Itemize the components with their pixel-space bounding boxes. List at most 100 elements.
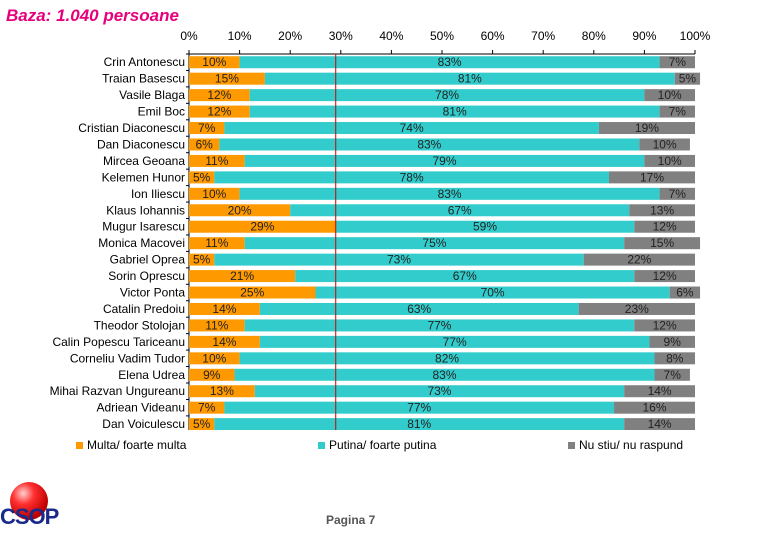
- bar-segment: [649, 335, 695, 348]
- category-label: Kelemen Hunor: [102, 170, 185, 184]
- data-label: 5%: [193, 170, 211, 184]
- category-label: Vasile Blaga: [119, 88, 185, 102]
- data-label: 29%: [250, 220, 274, 234]
- bar-segment: [249, 89, 645, 102]
- bar-segment: [654, 352, 695, 365]
- bar-segment: [189, 319, 245, 332]
- bar-segment: [189, 105, 250, 118]
- bar-segment: [659, 187, 695, 200]
- x-tick-label: 40%: [379, 29, 403, 43]
- base-title: Baza: 1.040 persoane: [6, 6, 179, 25]
- bar-segment: [254, 385, 625, 398]
- bar-segment: [578, 302, 695, 315]
- bar-segment: [189, 385, 255, 398]
- bar-segment: [659, 105, 695, 118]
- value-labels: 10% 83% 7% 15% 81% 5% 12% 78% 10% 12% 81% 7% 7% 74% 19…: [193, 55, 696, 430]
- category-label: Adriean Videanu: [96, 401, 185, 415]
- legend-item-nu-stiu: Nu stiu/ nu raspund: [568, 438, 683, 452]
- category-label: Mugur Isarescu: [102, 220, 185, 234]
- bar-segment: [315, 286, 670, 299]
- bar-segment: [244, 319, 635, 332]
- bar-segment: [624, 385, 695, 398]
- data-label: 10%: [658, 154, 682, 168]
- data-label: 83%: [438, 55, 462, 69]
- category-label: Traian Basescu: [102, 72, 185, 86]
- bar-segment: [189, 418, 215, 430]
- data-label: 14%: [648, 417, 672, 430]
- data-label: 59%: [473, 220, 497, 234]
- category-label: Crin Antonescu: [104, 55, 185, 69]
- csop-logo: CSOP: [0, 478, 80, 533]
- legend-swatch-putina: [318, 441, 325, 449]
- bar-segment: [669, 286, 701, 299]
- data-label: 11%: [205, 154, 228, 168]
- bar-segment: [629, 204, 695, 217]
- category-label: Klaus Iohannis: [106, 203, 185, 217]
- category-label: Mircea Geoana: [103, 154, 185, 168]
- data-label: 12%: [653, 220, 677, 234]
- legend-swatch-nu-stiu: [568, 441, 575, 449]
- data-label: 13%: [650, 203, 674, 217]
- bar-segment: [244, 154, 645, 167]
- bar-segment: [335, 220, 635, 233]
- bar-segment: [290, 204, 630, 217]
- data-label: 83%: [417, 137, 441, 151]
- data-label: 5%: [193, 253, 211, 267]
- category-label: Sorin Oprescu: [108, 269, 185, 283]
- bars: [189, 56, 701, 430]
- bar-segment: [189, 154, 245, 167]
- legend-label-multa: Multa/ foarte multa: [87, 438, 187, 452]
- data-label: 83%: [438, 187, 462, 201]
- bar-segment: [295, 270, 635, 283]
- data-label: 82%: [435, 351, 459, 365]
- logo-text: CSOP: [0, 504, 59, 529]
- bar-segment: [189, 204, 291, 217]
- bar-segment: [259, 302, 579, 315]
- bar-segment: [189, 401, 225, 414]
- data-label: 77%: [427, 318, 451, 332]
- category-label: Cristian Diaconescu: [78, 121, 185, 135]
- x-tick-label: 70%: [531, 29, 555, 43]
- category-label: Gabriel Oprea: [110, 253, 186, 267]
- bar-segment: [189, 335, 260, 348]
- bar-segment: [189, 171, 215, 184]
- bar-segment: [189, 352, 240, 365]
- bar-segment: [189, 138, 220, 151]
- data-label: 74%: [400, 121, 424, 135]
- data-label: 6%: [676, 286, 694, 300]
- x-tick-label: 0%: [180, 29, 198, 43]
- bar-segment: [259, 335, 650, 348]
- data-label: 12%: [653, 318, 677, 332]
- bar-segment: [189, 220, 336, 233]
- data-label: 7%: [669, 55, 687, 69]
- data-label: 14%: [212, 335, 236, 349]
- data-label: 78%: [435, 88, 459, 102]
- bar-segment: [608, 171, 695, 184]
- data-label: 5%: [679, 72, 697, 86]
- bar-segment: [189, 302, 260, 315]
- category-label: Dan Voiculescu: [102, 417, 185, 430]
- x-tick-label: 80%: [582, 29, 606, 43]
- logo-sphere-icon: [10, 482, 48, 520]
- x-tick-label: 30%: [329, 29, 353, 43]
- data-label: 70%: [481, 286, 505, 300]
- bar-segment: [598, 122, 695, 135]
- bar-segment: [189, 237, 245, 250]
- category-label: Corneliu Vadim Tudor: [70, 351, 185, 365]
- bar-segment: [189, 187, 240, 200]
- legend-label-nu-stiu: Nu stiu/ nu raspund: [579, 438, 684, 452]
- bar-segment: [634, 270, 695, 283]
- bar-segment: [214, 418, 625, 430]
- data-label: 15%: [650, 236, 674, 250]
- data-label: 14%: [212, 302, 236, 316]
- data-label: 5%: [193, 417, 211, 430]
- bar-segment: [614, 401, 695, 414]
- bar-segment: [659, 56, 695, 69]
- data-label: 7%: [664, 368, 682, 382]
- data-label: 15%: [215, 72, 239, 86]
- bar-segment: [583, 253, 695, 266]
- data-label: 8%: [666, 351, 684, 365]
- bar-segment: [624, 237, 701, 250]
- data-label: 10%: [653, 137, 677, 151]
- bar-segment: [234, 368, 655, 381]
